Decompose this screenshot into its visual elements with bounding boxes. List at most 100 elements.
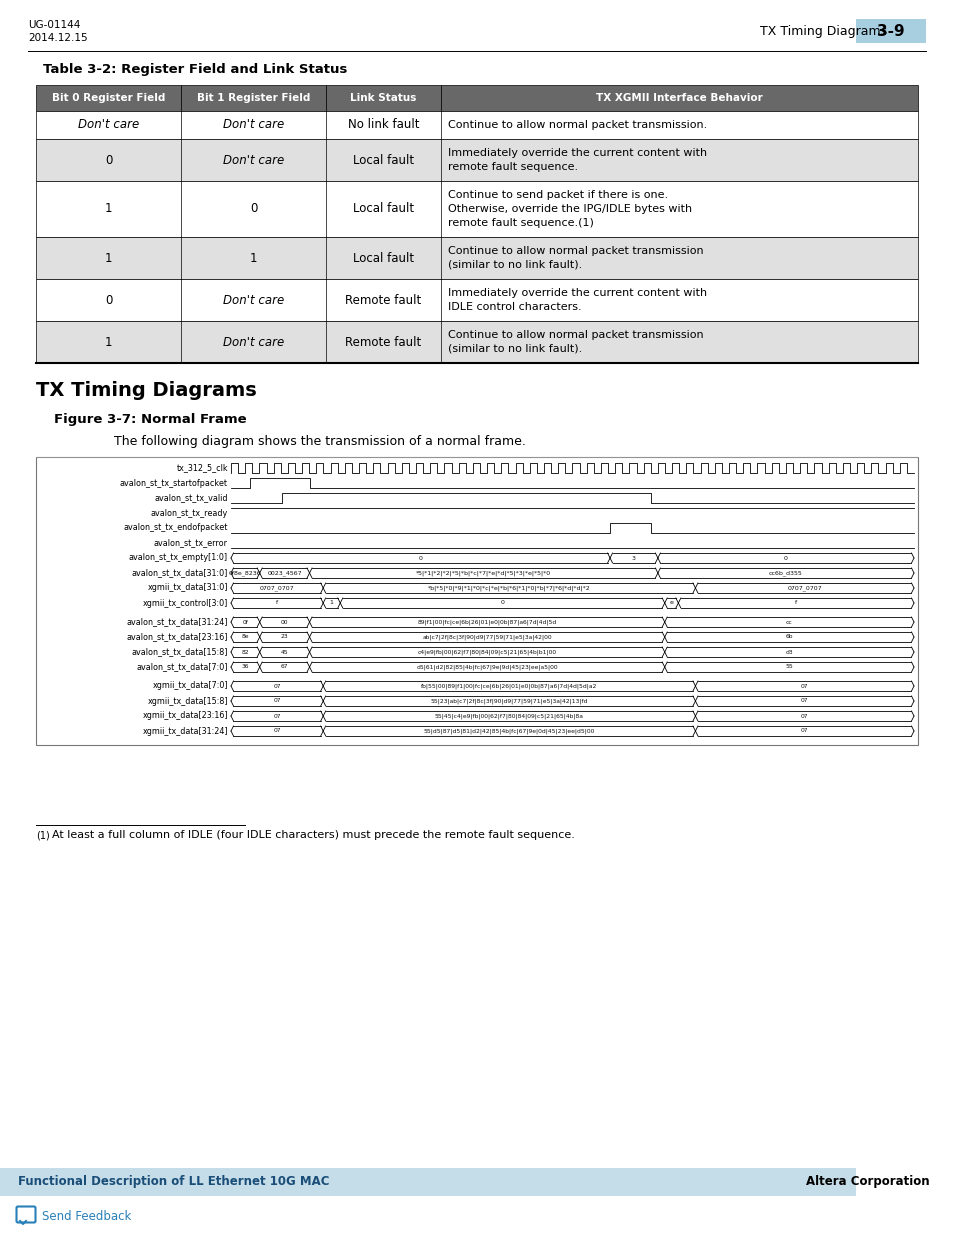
Text: xgmii_tx_data[15:8]: xgmii_tx_data[15:8]	[147, 697, 228, 705]
Text: Local fault: Local fault	[353, 153, 414, 167]
Text: 1: 1	[105, 203, 112, 215]
Text: Don't care: Don't care	[78, 119, 139, 131]
Bar	[36, 140, 917, 182]
Text: 2014.12.15: 2014.12.15	[28, 33, 88, 43]
Text: Figure 3-7: Normal Frame: Figure 3-7: Normal Frame	[54, 412, 247, 426]
Text: avalon_st_tx_error: avalon_st_tx_error	[153, 538, 228, 547]
Bar	[36, 279, 917, 321]
Text: No link fault: No link fault	[348, 119, 418, 131]
Text: 8e: 8e	[241, 635, 249, 640]
Text: Remote fault: Remote fault	[345, 336, 421, 348]
Text: Don't care: Don't care	[223, 336, 284, 348]
Text: 0: 0	[418, 556, 422, 561]
Text: The following diagram shows the transmission of a normal frame.: The following diagram shows the transmis…	[113, 435, 525, 448]
Text: Local fault: Local fault	[353, 252, 414, 264]
Text: 36: 36	[241, 664, 249, 669]
Text: 55: 55	[784, 664, 792, 669]
Text: 0: 0	[105, 294, 112, 306]
Text: (similar to no link fault).: (similar to no link fault).	[448, 259, 581, 269]
Text: 07: 07	[273, 699, 280, 704]
Text: tx_312_5_clk: tx_312_5_clk	[176, 463, 228, 473]
Text: 1: 1	[330, 600, 334, 605]
Text: Continue to allow normal packet transmission: Continue to allow normal packet transmis…	[448, 330, 703, 341]
Text: Continue to send packet if there is one.: Continue to send packet if there is one.	[448, 190, 667, 200]
Bar	[36, 321, 917, 363]
Text: 07: 07	[801, 714, 808, 719]
Text: remote fault sequence.: remote fault sequence.	[448, 162, 578, 172]
Bar	[855, 19, 925, 43]
Text: avalon_st_tx_data[31:24]: avalon_st_tx_data[31:24]	[127, 618, 228, 626]
Text: 67: 67	[280, 664, 288, 669]
Text: Otherwise, override the IPG/IDLE bytes with: Otherwise, override the IPG/IDLE bytes w…	[448, 204, 691, 214]
Text: 1: 1	[105, 252, 112, 264]
Text: d5|61|d2|82|85|4b|fc|67|9e|9d|45|23|ee|a5|00: d5|61|d2|82|85|4b|fc|67|9e|9d|45|23|ee|a…	[416, 664, 558, 669]
Bar	[36, 111, 917, 140]
Text: f: f	[275, 600, 278, 605]
Text: cc: cc	[785, 620, 792, 625]
Text: avalon_st_tx_valid: avalon_st_tx_valid	[154, 494, 228, 503]
Text: Send Feedback: Send Feedback	[42, 1209, 132, 1223]
Text: cc6b_d355: cc6b_d355	[768, 571, 802, 576]
Text: 07: 07	[273, 729, 280, 734]
Text: Continue to allow normal packet transmission.: Continue to allow normal packet transmis…	[448, 120, 706, 130]
Bar	[36, 457, 917, 745]
Text: 0707_0707: 0707_0707	[259, 585, 294, 590]
Text: 07: 07	[801, 699, 808, 704]
Text: Altera Corporation: Altera Corporation	[805, 1176, 929, 1188]
Text: *b|*5|*0|*9|*1|*0|*c|*e|*b|*6|*1|*0|*b|*7|*6|*d|*d|*2: *b|*5|*0|*9|*1|*0|*c|*e|*b|*6|*1|*0|*b|*…	[428, 585, 590, 590]
Text: 07: 07	[801, 683, 808, 688]
Text: xgmii_tx_data[31:0]: xgmii_tx_data[31:0]	[148, 583, 228, 593]
Text: UG-01144: UG-01144	[28, 20, 80, 30]
Bar	[440, 85, 917, 111]
Text: Don't care: Don't care	[223, 153, 284, 167]
Text: 0f8e_8236: 0f8e_8236	[229, 571, 261, 576]
Text: ab|c7|2f|8c|3f|90|d9|77|59|71|e5|3a|42|00: ab|c7|2f|8c|3f|90|d9|77|59|71|e5|3a|42|0…	[422, 635, 552, 640]
Text: Link Status: Link Status	[350, 93, 416, 103]
Text: *5|*1|*2|*2|*5|*b|*c|*7|*e|*d|*5|*3|*e|*5|*0: *5|*1|*2|*2|*5|*b|*c|*7|*e|*d|*5|*3|*e|*…	[416, 571, 551, 576]
Text: 0: 0	[500, 600, 504, 605]
Text: f: f	[794, 600, 797, 605]
Text: Remote fault: Remote fault	[345, 294, 421, 306]
Text: 6b: 6b	[784, 635, 792, 640]
FancyBboxPatch shape	[16, 1207, 35, 1223]
Text: 0023_4567: 0023_4567	[267, 571, 301, 576]
Bar	[36, 182, 917, 237]
Text: 0f: 0f	[242, 620, 248, 625]
Text: IDLE control characters.: IDLE control characters.	[448, 301, 581, 311]
Text: xgmii_tx_control[3:0]: xgmii_tx_control[3:0]	[143, 599, 228, 608]
Text: 1: 1	[250, 252, 257, 264]
Text: xgmii_tx_data[7:0]: xgmii_tx_data[7:0]	[152, 682, 228, 690]
Text: 55|23|ab|c7|2f|8c|3f|90|d9|77|59|71|e5|3a|42|13|fd: 55|23|ab|c7|2f|8c|3f|90|d9|77|59|71|e5|3…	[430, 698, 587, 704]
Text: 23: 23	[280, 635, 288, 640]
Text: 3: 3	[631, 556, 636, 561]
Text: 07: 07	[801, 729, 808, 734]
Text: 0: 0	[783, 556, 787, 561]
Text: 07: 07	[273, 683, 280, 688]
Text: avalon_st_tx_data[23:16]: avalon_st_tx_data[23:16]	[127, 632, 228, 641]
Text: Local fault: Local fault	[353, 203, 414, 215]
Text: avalon_st_tx_data[15:8]: avalon_st_tx_data[15:8]	[132, 647, 228, 657]
Bar	[36, 85, 181, 111]
Text: 82: 82	[241, 650, 249, 655]
Text: TX Timing Diagrams: TX Timing Diagrams	[36, 382, 256, 400]
Text: 1: 1	[105, 336, 112, 348]
Text: 89|f1|00|fc|ce|6b|26|01|e0|0b|87|a6|7d|4d|5d: 89|f1|00|fc|ce|6b|26|01|e0|0b|87|a6|7d|4…	[417, 619, 557, 625]
Text: 45: 45	[280, 650, 288, 655]
Text: avalon_st_tx_empty[1:0]: avalon_st_tx_empty[1:0]	[129, 553, 228, 562]
Text: TX XGMII Interface Behavior: TX XGMII Interface Behavior	[596, 93, 762, 103]
Text: Table 3-2: Register Field and Link Status: Table 3-2: Register Field and Link Statu…	[43, 63, 347, 77]
Text: Bit 1 Register Field: Bit 1 Register Field	[196, 93, 310, 103]
Text: Continue to allow normal packet transmission: Continue to allow normal packet transmis…	[448, 246, 703, 256]
Text: TX Timing Diagrams: TX Timing Diagrams	[760, 25, 886, 37]
Text: e: e	[669, 600, 673, 605]
Text: Bit 0 Register Field: Bit 0 Register Field	[51, 93, 165, 103]
Text: Don't care: Don't care	[223, 294, 284, 306]
Text: 3-9: 3-9	[876, 23, 903, 38]
Bar	[181, 85, 326, 111]
Text: (similar to no link fault).: (similar to no link fault).	[448, 343, 581, 353]
Text: xgmii_tx_data[23:16]: xgmii_tx_data[23:16]	[142, 711, 228, 720]
Text: 07: 07	[273, 714, 280, 719]
Text: avalon_st_tx_data[7:0]: avalon_st_tx_data[7:0]	[136, 662, 228, 672]
Bar	[36, 237, 917, 279]
Text: avalon_st_tx_data[31:0]: avalon_st_tx_data[31:0]	[132, 568, 228, 578]
